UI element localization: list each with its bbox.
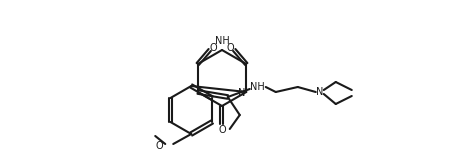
Text: O: O (217, 125, 225, 135)
Text: N: N (237, 88, 244, 98)
Text: NH: NH (250, 82, 264, 92)
Text: O: O (226, 43, 233, 53)
Text: NH: NH (214, 36, 229, 46)
Text: O: O (155, 141, 163, 151)
Text: O: O (209, 43, 217, 53)
Text: N: N (315, 87, 323, 97)
